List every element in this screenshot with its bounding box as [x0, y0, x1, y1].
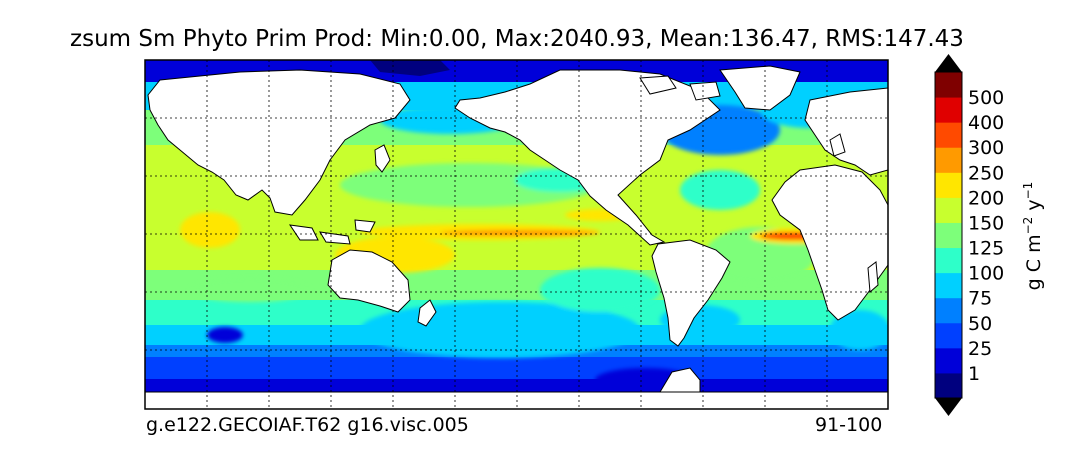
- colorbar-tick-label: 1: [968, 363, 980, 385]
- case-name-label: g.e122.GECOIAF.T62 g16.visc.005: [146, 414, 469, 436]
- colorbar-swatch: [935, 247, 962, 274]
- colorbar-extend-max: [935, 54, 962, 72]
- plot-title: zsum Sm Phyto Prim Prod: Min:0.00, Max:2…: [70, 26, 964, 52]
- colorbar-swatch: [935, 297, 962, 324]
- map-gridlines: [145, 60, 888, 409]
- colorbar-tick-label: 500: [968, 87, 1004, 109]
- colorbar-tick-label: 250: [968, 162, 1004, 184]
- colorbar-swatch: [935, 322, 962, 349]
- colorbar-swatch: [935, 72, 962, 98]
- map-frame: [144, 59, 889, 410]
- map-panel: [145, 60, 888, 409]
- colorbar-swatch: [935, 347, 962, 374]
- colorbar-swatch: [935, 372, 962, 399]
- years-label: 91-100: [815, 414, 883, 436]
- colorbar-swatch: [935, 122, 962, 148]
- colorbar-tick-label: 200: [968, 187, 1004, 209]
- colorbar-tick-label: 125: [968, 238, 1004, 260]
- colorbar-tick-label: 300: [968, 137, 1004, 159]
- colorbar-swatch: [935, 272, 962, 299]
- colorbar-tick-label: 150: [968, 212, 1004, 234]
- colorbar-swatch: [935, 172, 962, 198]
- colorbar-extend-min: [935, 398, 962, 416]
- colorbar-swatch: [935, 197, 962, 223]
- colorbar-swatch: [935, 147, 962, 173]
- colorbar-tick-label: 50: [968, 313, 992, 335]
- colorbar-unit-label: g C m−2 y−1: [1021, 182, 1045, 291]
- colorbar-frame: [934, 71, 963, 399]
- colorbar-tick-label: 25: [968, 338, 992, 360]
- colorbar-tick-label: 75: [968, 288, 992, 310]
- colorbar-swatch: [935, 222, 962, 249]
- colorbar-tick-label: 100: [968, 263, 1004, 285]
- colorbar-tick-label: 400: [968, 112, 1004, 134]
- colorbar-swatch: [935, 97, 962, 123]
